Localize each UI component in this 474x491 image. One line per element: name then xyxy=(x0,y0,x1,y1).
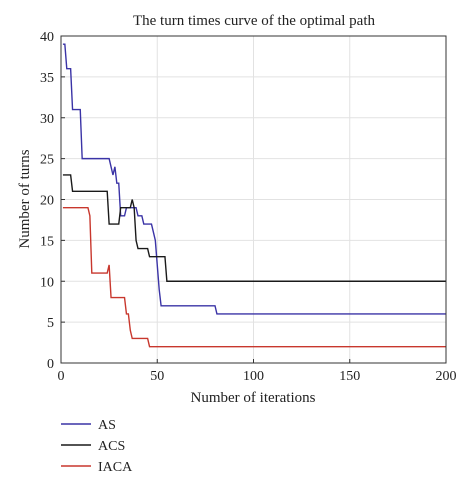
series-line-as xyxy=(62,43,446,315)
y-tick-label: 35 xyxy=(40,71,54,86)
axis-ticks: 0 50 100 150 200 0 5 10 15 20 25 30 35 40 xyxy=(40,30,457,384)
series-line-iaca xyxy=(62,206,446,348)
y-tick-label: 5 xyxy=(47,316,54,331)
y-tick-label: 40 xyxy=(40,30,54,45)
chart-title: The turn times curve of the optimal path xyxy=(133,13,376,29)
x-axis-label: Number of iterations xyxy=(191,390,316,406)
y-tick-label: 25 xyxy=(40,153,54,168)
y-tick-label: 0 xyxy=(47,357,54,372)
x-tick-label: 150 xyxy=(339,369,360,384)
x-tick-label: 200 xyxy=(436,369,457,384)
series-line-acs xyxy=(62,174,446,282)
series-lines xyxy=(62,43,446,348)
y-tick-label: 10 xyxy=(40,275,54,290)
y-tick-label: 30 xyxy=(40,112,54,127)
legend: AS ACS IACA xyxy=(61,418,133,475)
legend-label-as: AS xyxy=(98,418,116,433)
y-tick-label: 15 xyxy=(40,234,54,249)
x-tick-label: 0 xyxy=(58,369,65,384)
x-tick-label: 50 xyxy=(150,369,164,384)
y-tick-label: 20 xyxy=(40,194,54,209)
legend-label-iaca: IACA xyxy=(98,460,133,475)
y-axis-label: Number of turns xyxy=(17,149,33,248)
x-tick-label: 100 xyxy=(243,369,264,384)
legend-label-acs: ACS xyxy=(98,439,125,454)
